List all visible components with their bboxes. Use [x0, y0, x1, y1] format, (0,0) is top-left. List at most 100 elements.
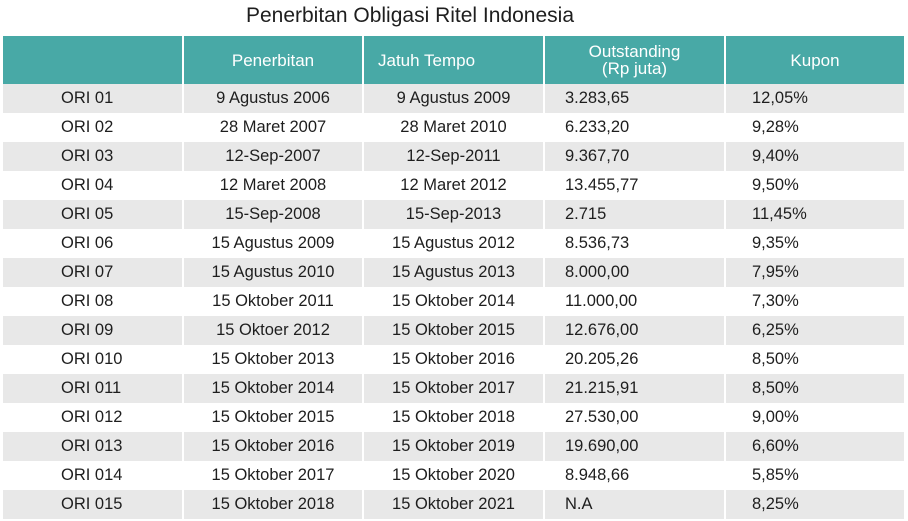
table-row: ORI 011 15 Oktober 2014 15 Oktober 2017 21.… — [3, 374, 904, 403]
cell-coupon: 9,50% — [724, 171, 904, 200]
cell-outstanding: 20.205,26 — [543, 345, 725, 374]
cell-outstanding: 8.536,73 — [543, 229, 725, 258]
cell-maturity: 15 Oktober 2015 — [362, 316, 544, 345]
header-outstanding: Outstanding (Rp juta) — [543, 36, 725, 84]
cell-name: ORI 09 — [3, 316, 183, 345]
cell-name: ORI 05 — [3, 200, 183, 229]
cell-coupon: 12,05% — [724, 84, 904, 113]
cell-issuance: 9 Agustus 2006 — [182, 84, 363, 113]
cell-issuance: 15-Sep-2008 — [182, 200, 363, 229]
table-row: ORI 013 15 Oktober 2016 15 Oktober 2019 19.… — [3, 432, 904, 461]
table-row: ORI 014 15 Oktober 2017 15 Oktober 2020 8.9… — [3, 461, 904, 490]
cell-name: ORI 014 — [3, 461, 183, 490]
cell-coupon: 9,35% — [724, 229, 904, 258]
cell-issuance: 15 Agustus 2010 — [182, 258, 363, 287]
cell-maturity: 15 Oktober 2014 — [362, 287, 544, 316]
cell-maturity: 15 Agustus 2013 — [362, 258, 544, 287]
cell-coupon: 8,25% — [724, 490, 904, 519]
header-outstanding-line1: Outstanding — [588, 42, 681, 61]
cell-name: ORI 08 — [3, 287, 183, 316]
table-row: ORI 015 15 Oktober 2018 15 Oktober 2021 N.A… — [3, 490, 904, 519]
cell-coupon: 9,40% — [724, 142, 904, 171]
cell-coupon: 6,60% — [724, 432, 904, 461]
cell-name: ORI 015 — [3, 490, 183, 519]
cell-outstanding: N.A — [543, 490, 725, 519]
cell-outstanding: 3.283,65 — [543, 84, 725, 113]
cell-coupon: 11,45% — [724, 200, 904, 229]
cell-name: ORI 010 — [3, 345, 183, 374]
cell-issuance: 12 Maret 2008 — [182, 171, 363, 200]
cell-outstanding: 11.000,00 — [543, 287, 725, 316]
cell-issuance: 15 Oktober 2013 — [182, 345, 363, 374]
cell-issuance: 15 Oktober 2018 — [182, 490, 363, 519]
cell-issuance: 12-Sep-2007 — [182, 142, 363, 171]
cell-outstanding: 12.676,00 — [543, 316, 725, 345]
cell-coupon: 7,30% — [724, 287, 904, 316]
cell-maturity: 28 Maret 2010 — [362, 113, 544, 142]
cell-coupon: 7,95% — [724, 258, 904, 287]
cell-maturity: 12-Sep-2011 — [362, 142, 544, 171]
cell-maturity: 15-Sep-2013 — [362, 200, 544, 229]
cell-outstanding: 9.367,70 — [543, 142, 725, 171]
cell-name: ORI 07 — [3, 258, 183, 287]
cell-coupon: 9,28% — [724, 113, 904, 142]
cell-outstanding: 6.233,20 — [543, 113, 725, 142]
cell-maturity: 9 Agustus 2009 — [362, 84, 544, 113]
cell-maturity: 15 Oktober 2017 — [362, 374, 544, 403]
header-name — [3, 36, 183, 84]
cell-outstanding: 8.948,66 — [543, 461, 725, 490]
header-coupon: Kupon — [724, 36, 904, 84]
cell-issuance: 15 Agustus 2009 — [182, 229, 363, 258]
table-body: ORI 01 9 Agustus 2006 9 Agustus 2009 3.283,… — [3, 84, 904, 519]
table-row: ORI 09 15 Oktoer 2012 15 Oktober 2015 12.67… — [3, 316, 904, 345]
cell-maturity: 12 Maret 2012 — [362, 171, 544, 200]
cell-issuance: 28 Maret 2007 — [182, 113, 363, 142]
cell-issuance: 15 Oktober 2017 — [182, 461, 363, 490]
table-title: Penerbitan Obligasi Ritel Indonesia — [245, 4, 575, 27]
cell-name: ORI 04 — [3, 171, 183, 200]
header-maturity: Jatuh Tempo — [362, 36, 544, 84]
cell-maturity: 15 Oktober 2018 — [362, 403, 544, 432]
cell-name: ORI 013 — [3, 432, 183, 461]
cell-issuance: 15 Oktober 2015 — [182, 403, 363, 432]
cell-issuance: 15 Oktober 2016 — [182, 432, 363, 461]
header-issuance: Penerbitan — [182, 36, 363, 84]
cell-name: ORI 06 — [3, 229, 183, 258]
cell-coupon: 5,85% — [724, 461, 904, 490]
table-row: ORI 01 9 Agustus 2006 9 Agustus 2009 3.283,… — [3, 84, 904, 113]
cell-coupon: 8,50% — [724, 345, 904, 374]
cell-outstanding: 19.690,00 — [543, 432, 725, 461]
cell-outstanding: 2.715 — [543, 200, 725, 229]
table-row: ORI 010 15 Oktober 2013 15 Oktober 2016 20.… — [3, 345, 904, 374]
cell-outstanding: 8.000,00 — [543, 258, 725, 287]
cell-outstanding: 27.530,00 — [543, 403, 725, 432]
cell-issuance: 15 Oktoer 2012 — [182, 316, 363, 345]
cell-coupon: 8,50% — [724, 374, 904, 403]
cell-maturity: 15 Oktober 2019 — [362, 432, 544, 461]
table-row: ORI 05 15-Sep-2008 15-Sep-2013 2.715 11,45% — [3, 200, 904, 229]
bond-table: Penerbitan Jatuh Tempo Outstanding (Rp j… — [3, 36, 904, 519]
cell-outstanding: 13.455,77 — [543, 171, 725, 200]
table-row: ORI 06 15 Agustus 2009 15 Agustus 2012 8.53… — [3, 229, 904, 258]
table-row: ORI 08 15 Oktober 2011 15 Oktober 2014 11.0… — [3, 287, 904, 316]
cell-name: ORI 01 — [3, 84, 183, 113]
cell-name: ORI 03 — [3, 142, 183, 171]
header-row: Penerbitan Jatuh Tempo Outstanding (Rp j… — [3, 36, 904, 84]
cell-issuance: 15 Oktober 2011 — [182, 287, 363, 316]
table-row: ORI 07 15 Agustus 2010 15 Agustus 2013 8.00… — [3, 258, 904, 287]
cell-issuance: 15 Oktober 2014 — [182, 374, 363, 403]
cell-name: ORI 012 — [3, 403, 183, 432]
cell-maturity: 15 Agustus 2012 — [362, 229, 544, 258]
cell-maturity: 15 Oktober 2016 — [362, 345, 544, 374]
cell-outstanding: 21.215,91 — [543, 374, 725, 403]
cell-coupon: 6,25% — [724, 316, 904, 345]
table-row: ORI 012 15 Oktober 2015 15 Oktober 2018 27.… — [3, 403, 904, 432]
cell-coupon: 9,00% — [724, 403, 904, 432]
header-outstanding-line2: (Rp juta) — [601, 59, 668, 78]
cell-maturity: 15 Oktober 2021 — [362, 490, 544, 519]
cell-maturity: 15 Oktober 2020 — [362, 461, 544, 490]
cell-name: ORI 02 — [3, 113, 183, 142]
table-row: ORI 04 12 Maret 2008 12 Maret 2012 13.455,7… — [3, 171, 904, 200]
table-row: ORI 02 28 Maret 2007 28 Maret 2010 6.233,20… — [3, 113, 904, 142]
table-row: ORI 03 12-Sep-2007 12-Sep-2011 9.367,70 9,40… — [3, 142, 904, 171]
